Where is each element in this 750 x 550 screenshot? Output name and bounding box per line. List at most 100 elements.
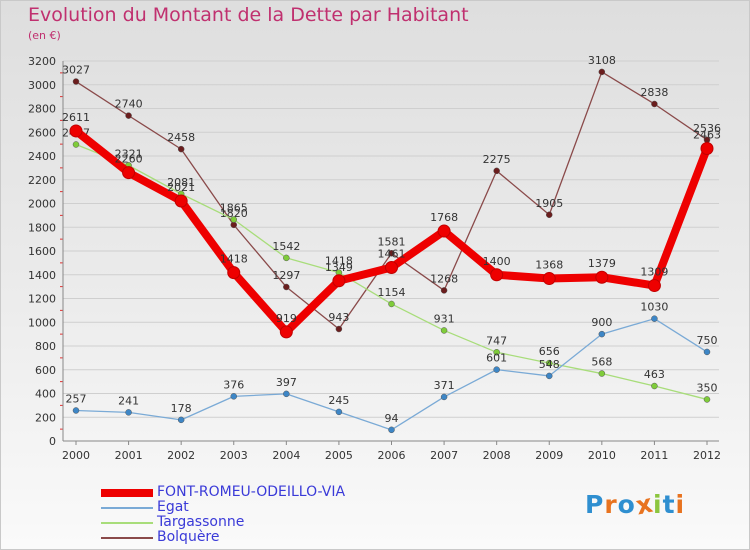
data-label: 1349 — [325, 261, 353, 274]
data-point — [493, 349, 500, 356]
data-point — [283, 283, 290, 291]
data-label: 3108 — [588, 54, 616, 67]
logo-letter: P — [585, 490, 605, 519]
chart-title: Evolution du Montant de la Dette par Hab… — [28, 4, 469, 26]
data-point — [335, 408, 343, 416]
x-tick-label: 2001 — [115, 449, 143, 462]
data-point — [72, 78, 80, 85]
data-label: 350 — [697, 381, 718, 394]
x-tick-label: 2012 — [693, 449, 721, 462]
y-tick-label: 2400 — [28, 150, 56, 163]
legend-label: Targassonne — [157, 514, 245, 530]
data-label: 1461 — [378, 248, 406, 261]
data-label: 2463 — [693, 129, 721, 142]
logo-letter: i — [675, 490, 686, 519]
data-point — [230, 393, 237, 400]
y-tick-label: 1000 — [28, 316, 56, 329]
x-tick-label: 2005 — [325, 449, 353, 462]
data-label: 1865 — [220, 202, 248, 215]
data-label: 1379 — [588, 257, 616, 270]
data-label: 1418 — [220, 253, 248, 266]
data-label: 568 — [591, 356, 612, 369]
data-point — [440, 393, 448, 401]
data-point — [651, 382, 658, 390]
data-point — [283, 390, 290, 398]
y-tick-label: 2200 — [28, 174, 56, 187]
data-label: 2275 — [483, 153, 511, 166]
data-point — [283, 254, 290, 262]
data-point — [437, 224, 451, 238]
data-label: 2458 — [167, 131, 195, 144]
data-label: 2838 — [640, 86, 668, 99]
data-label: 1030 — [640, 301, 668, 314]
x-tick-label: 2010 — [588, 449, 616, 462]
legend-swatch — [101, 522, 153, 524]
data-point — [177, 145, 185, 153]
data-point — [542, 272, 556, 286]
x-tick-label: 2007 — [430, 449, 458, 462]
data-point — [174, 194, 188, 208]
legend-swatch — [101, 489, 153, 497]
data-label: 2611 — [62, 111, 90, 124]
x-tick-label: 2003 — [220, 449, 248, 462]
data-point — [385, 261, 398, 275]
y-tick-label: 400 — [35, 388, 56, 401]
data-label: 1309 — [640, 266, 668, 279]
data-label: 463 — [644, 368, 665, 381]
x-tick-label: 2006 — [378, 449, 406, 462]
legend-label: Egat — [157, 499, 189, 515]
y-tick-label: 3000 — [28, 79, 56, 92]
y-tick-label: 1800 — [28, 221, 56, 234]
x-tick-label: 2009 — [535, 449, 563, 462]
data-label: 747 — [486, 334, 507, 347]
data-point — [598, 370, 606, 377]
data-point — [227, 266, 241, 280]
data-point — [125, 409, 132, 416]
data-point — [651, 100, 658, 108]
data-point — [332, 274, 346, 288]
logo-letter: i — [653, 490, 663, 519]
data-point — [230, 216, 237, 223]
data-label: 376 — [223, 378, 244, 391]
data-label: 1368 — [535, 259, 563, 272]
y-tick-label: 600 — [35, 364, 56, 377]
data-point — [546, 211, 553, 219]
data-label: 1418 — [325, 255, 353, 268]
data-point — [490, 268, 504, 282]
data-point — [598, 68, 606, 76]
data-point — [125, 112, 132, 119]
y-tick-label: 800 — [35, 340, 56, 353]
data-point — [703, 348, 711, 356]
data-label: 245 — [328, 394, 349, 407]
data-label: 931 — [434, 312, 455, 325]
chart-subtitle: (en €) — [28, 29, 61, 42]
data-label: 601 — [486, 352, 507, 365]
data-label: 919 — [276, 312, 297, 325]
data-label: 2321 — [115, 147, 143, 160]
logo-letter: o — [617, 490, 636, 519]
data-label: 656 — [539, 345, 560, 358]
data-point — [388, 426, 395, 434]
y-tick-label: 1200 — [28, 293, 56, 306]
y-tick-label: 0 — [49, 435, 56, 448]
proxiti-logo: Proxiti — [585, 489, 686, 521]
data-label: 2081 — [167, 176, 195, 189]
y-tick-label: 2800 — [28, 103, 56, 116]
x-tick-label: 2008 — [483, 449, 511, 462]
y-tick-label: 200 — [35, 411, 56, 424]
data-point — [72, 407, 80, 414]
y-tick-label: 2600 — [28, 126, 56, 139]
data-point — [177, 416, 185, 424]
data-point — [440, 327, 448, 334]
data-point — [388, 250, 395, 257]
data-label: 3027 — [62, 64, 90, 77]
data-label: 900 — [591, 316, 612, 329]
data-label: 2021 — [167, 181, 195, 194]
data-point — [703, 396, 711, 403]
data-point — [546, 359, 553, 367]
x-tick-label: 2000 — [62, 449, 90, 462]
data-point — [122, 166, 136, 180]
y-tick-label: 1400 — [28, 269, 56, 282]
x-tick-label: 2004 — [272, 449, 300, 462]
y-tick-label: 3200 — [28, 55, 56, 68]
